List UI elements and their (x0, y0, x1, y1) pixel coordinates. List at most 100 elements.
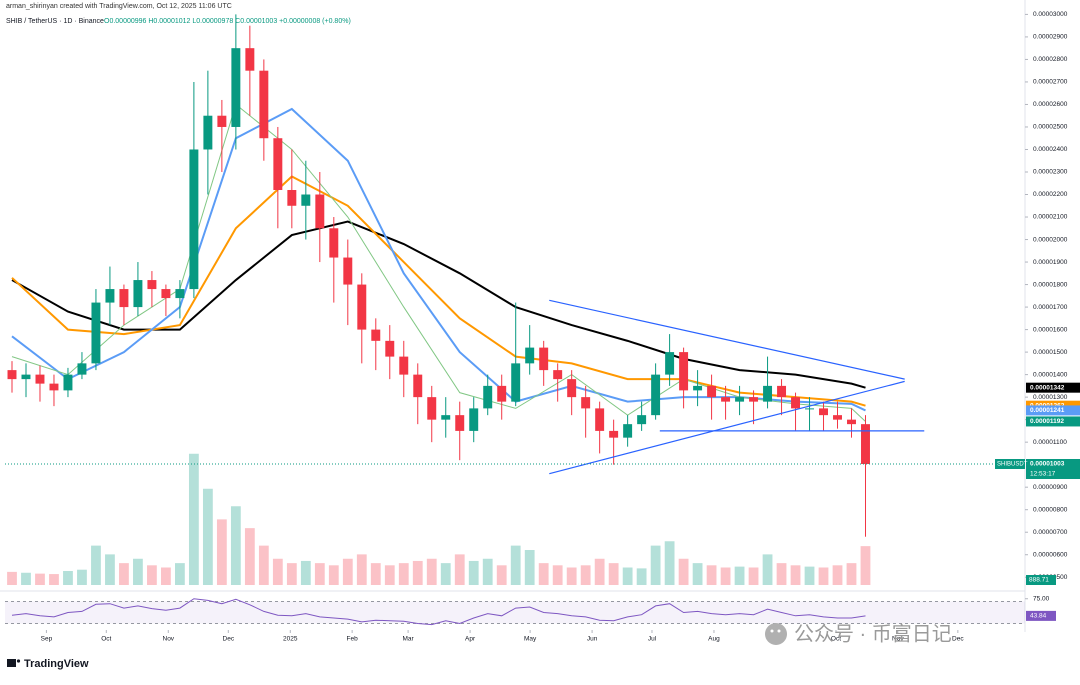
candle-body (287, 190, 297, 206)
volume-bar (650, 545, 661, 585)
candle-body (567, 379, 577, 398)
candle-body (133, 280, 143, 308)
volume-bar (35, 573, 45, 585)
price-label: 0.00001342 (1030, 384, 1065, 391)
x-tick-label: Nov (892, 636, 904, 643)
x-tick-label: Apr (465, 636, 476, 643)
volume-bar (133, 558, 143, 585)
volume-bar (119, 563, 129, 585)
volume-bar (161, 567, 171, 585)
volume-bar (356, 554, 367, 585)
candle-body (693, 385, 703, 391)
candle-body (161, 289, 171, 299)
volume-bar (566, 567, 577, 585)
volume-bar (482, 558, 493, 585)
current-price-box (1026, 459, 1080, 480)
candle-body (399, 356, 409, 375)
logo-mark (16, 659, 21, 663)
candle-body (427, 397, 437, 420)
candle-body (189, 149, 199, 290)
volume-bar (832, 565, 843, 585)
candle-body (679, 352, 689, 391)
candle-body (217, 115, 227, 127)
volume-bar (77, 569, 87, 585)
price-label-box (1026, 416, 1080, 427)
volume-bar (734, 566, 745, 585)
current-price-label: 0.00001003 (1030, 461, 1065, 468)
x-tick-label: Nov (163, 636, 175, 643)
candle-body (259, 70, 269, 139)
volume-label: 888.71 (1029, 577, 1049, 584)
y-tick-label: 0.00001300 (1033, 394, 1068, 401)
ohlc-legend: O0.00000996 H0.00001012 L0.00000978 C0.0… (104, 18, 351, 25)
moving-average (11, 220, 866, 389)
candle-body (49, 383, 59, 391)
volume-bar (608, 563, 619, 585)
candle-body (749, 397, 759, 402)
candle-body (175, 289, 185, 299)
candle-body (413, 374, 423, 398)
volume-bar (776, 563, 787, 585)
icon (765, 623, 787, 645)
volume-bar (440, 563, 451, 585)
y-tick-label: 0.00000900 (1033, 484, 1068, 491)
volume-bar (762, 554, 773, 585)
y-tick-label: 0.00002500 (1033, 124, 1068, 131)
volume-bar (664, 541, 675, 585)
volume-bar (230, 506, 241, 585)
watermark: 公众号 · 币富日记 (794, 622, 952, 645)
volume-bar (300, 560, 311, 585)
y-tick-label: 0.00002100 (1033, 214, 1068, 221)
volume-bar (426, 558, 437, 585)
x-tick-label: Sep (41, 636, 53, 643)
x-tick-label: Oct (831, 636, 841, 643)
rsi-tick-label: 75.00 (1033, 595, 1050, 602)
candle-body (231, 48, 241, 127)
candle-body (343, 257, 353, 285)
volume-bar (804, 566, 815, 585)
candle-body (7, 370, 17, 380)
price-label-box (1026, 405, 1080, 416)
volume-label-box (1026, 575, 1056, 585)
candle-body (301, 194, 311, 206)
candle-body (385, 340, 395, 357)
volume-bar (552, 565, 563, 585)
y-tick-label: 0.00003000 (1033, 11, 1068, 18)
watermark-icon (765, 623, 787, 645)
volume-bar (384, 565, 395, 585)
candle-body (735, 397, 745, 402)
volume-bar (748, 567, 759, 585)
volume-bar (594, 558, 605, 585)
candle-body (791, 397, 801, 409)
volume-bar (510, 545, 521, 585)
candle-body (119, 289, 129, 308)
price-label-box (1026, 382, 1080, 393)
trendline (549, 380, 905, 475)
volume-bar (328, 565, 339, 585)
x-tick-label: 2025 (283, 636, 298, 643)
x-tick-label: Mar (403, 636, 415, 643)
rsi-label-box (1026, 610, 1056, 621)
moving-average (11, 103, 866, 422)
volume-bar (202, 488, 213, 585)
moving-average (11, 175, 866, 407)
candle-body (581, 397, 591, 409)
candle-body (651, 374, 661, 416)
x-tick-label: Jun (587, 636, 598, 643)
y-tick-label: 0.00002300 (1033, 169, 1068, 176)
y-tick-label: 0.00002700 (1033, 79, 1068, 86)
candle-body (77, 363, 87, 375)
symbol-box (995, 459, 1025, 470)
volume-bar (846, 563, 857, 585)
y-tick-label: 0.00001100 (1033, 439, 1067, 446)
volume-bar (216, 519, 227, 585)
candle-body (469, 408, 479, 431)
rsi-band-fill (5, 601, 1025, 624)
icon (777, 629, 781, 633)
volume-bar (314, 563, 325, 585)
y-tick-label: 0.00001800 (1033, 281, 1068, 288)
volume-bar (412, 560, 423, 585)
price-label: 0.00001241 (1030, 407, 1065, 414)
volume-bar (370, 563, 381, 585)
